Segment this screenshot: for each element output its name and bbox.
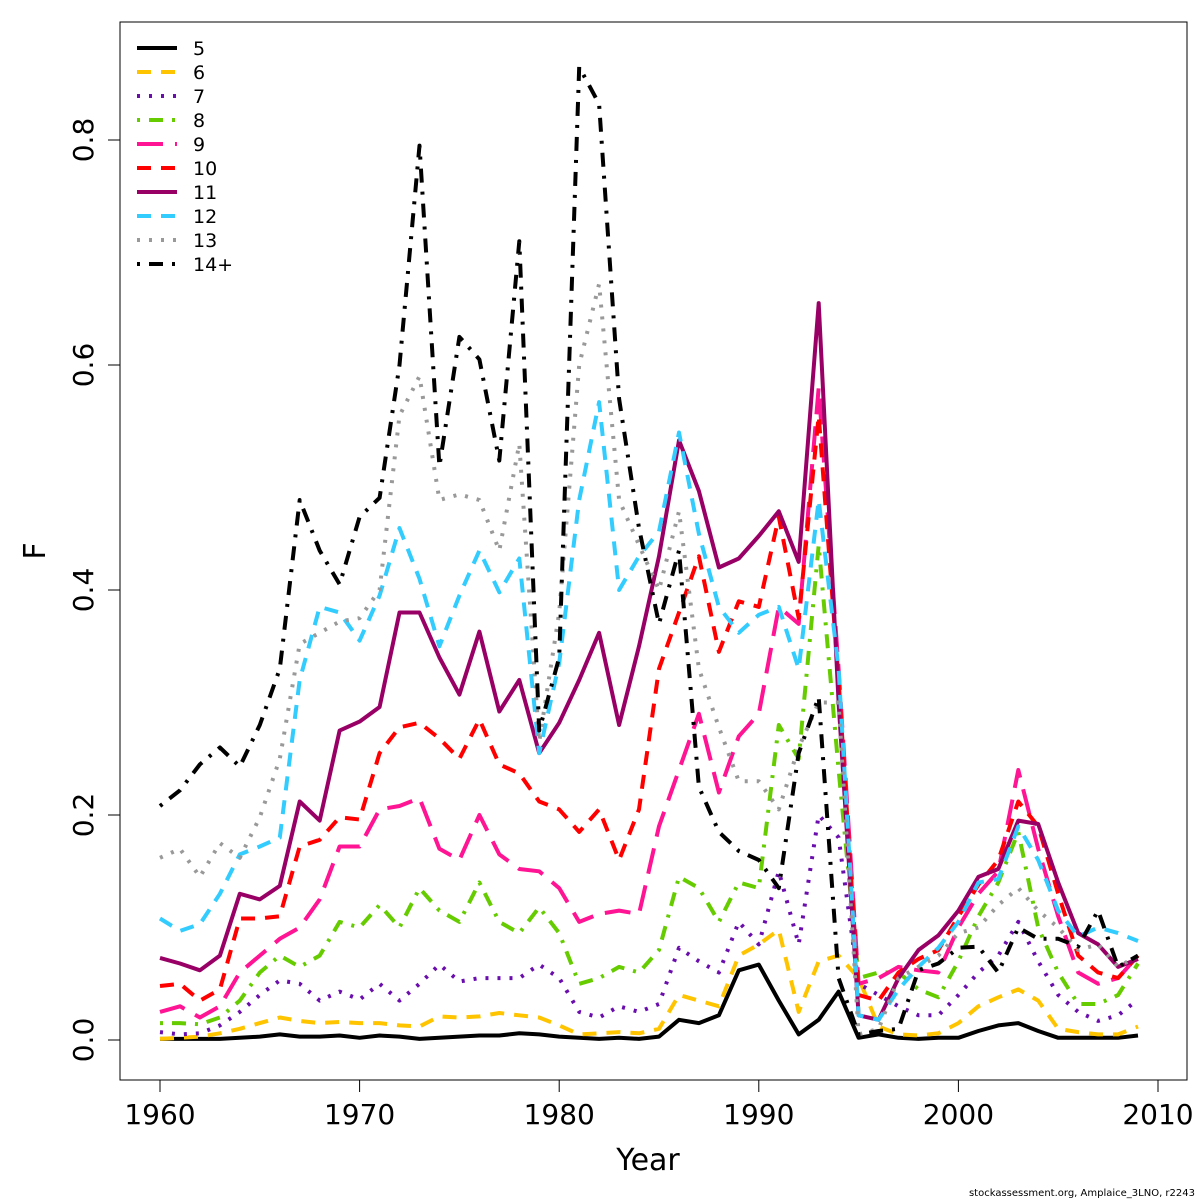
credit-text: stockassessment.org, Amplaice_3LNO, r224… xyxy=(969,1188,1195,1199)
series-line-6 xyxy=(159,927,1139,1041)
series-line-11 xyxy=(159,301,1139,1022)
y-tick-label: 0.2 xyxy=(67,793,100,838)
legend-label: 11 xyxy=(193,182,217,204)
legend-label: 12 xyxy=(193,206,217,228)
legend-label: 7 xyxy=(193,86,205,108)
legend-label: 14+ xyxy=(193,254,233,276)
series-line-5 xyxy=(160,962,1139,1041)
x-tick-label: 2010 xyxy=(1122,1098,1193,1131)
y-axis-label: F xyxy=(18,542,53,559)
legend-label: 10 xyxy=(193,158,217,180)
y-tick-label: 0.4 xyxy=(67,568,100,613)
x-tick-label: 1970 xyxy=(324,1098,395,1131)
series-line-9 xyxy=(159,385,1140,1020)
x-axis: 1960 1970 1980 1990 2000 2010 xyxy=(124,1079,1194,1131)
series-layer xyxy=(158,64,1140,1041)
x-tick-label: 1990 xyxy=(723,1098,794,1131)
legend-label: 13 xyxy=(193,230,217,252)
y-tick-label: 0.0 xyxy=(67,1018,100,1063)
legend-label: 9 xyxy=(193,134,205,156)
legend-label: 8 xyxy=(193,110,205,132)
series-line-10 xyxy=(159,413,1140,1003)
x-axis-label: Year xyxy=(615,1143,680,1178)
y-tick-label: 0.6 xyxy=(67,343,100,388)
series-line-12 xyxy=(158,400,1139,1022)
plot-frame xyxy=(119,21,1188,1081)
x-tick-label: 2000 xyxy=(923,1098,994,1131)
legend-label: 5 xyxy=(193,38,205,60)
y-axis: 0.0 0.2 0.4 0.6 0.8 xyxy=(67,118,121,1063)
x-tick-label: 1960 xyxy=(124,1098,195,1131)
y-tick-label: 0.8 xyxy=(67,118,100,163)
series-line-14plus xyxy=(158,64,1139,1037)
x-tick-label: 1980 xyxy=(524,1098,595,1131)
legend-label: 6 xyxy=(193,62,205,84)
series-line-8 xyxy=(160,543,1140,1027)
